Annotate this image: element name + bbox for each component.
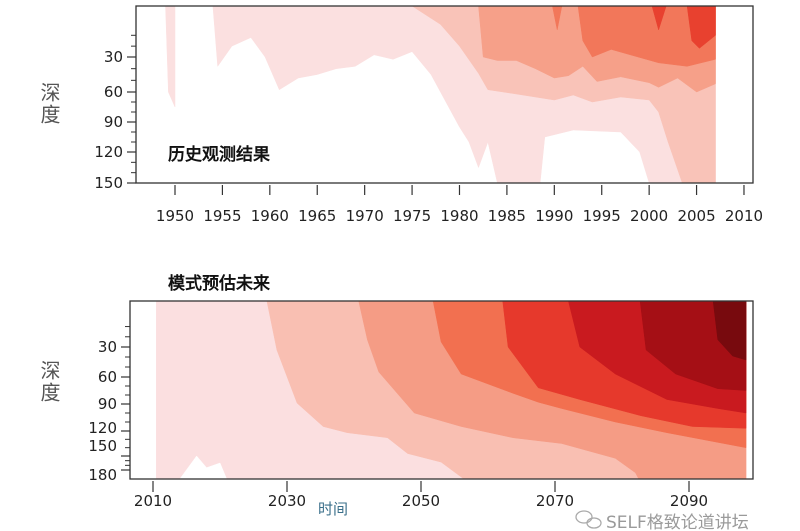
y-tick-label: 30 (98, 338, 117, 356)
historical-observation-plot: 30 60 90 120 150 1950 1955 1960 1965 1970 1975 1980… (94, 5, 763, 225)
x-tick-label: 1965 (298, 207, 336, 225)
x-tick-label: 1955 (203, 207, 241, 225)
x-tick-label: 2070 (536, 492, 574, 510)
x-tick-label: 1995 (583, 207, 621, 225)
x-tick-label: 1970 (346, 207, 384, 225)
x-tick-label: 1980 (440, 207, 478, 225)
x-tick-label: 2000 (630, 207, 668, 225)
x-tick-label: 1975 (393, 207, 431, 225)
y-tick-label: 60 (98, 368, 117, 386)
historical-plot-title: 历史观测结果 (168, 144, 270, 165)
y-tick-label: 30 (104, 48, 123, 66)
watermark-text: SELF格致论道讲坛 (606, 513, 749, 531)
watermark: SELF格致论道讲坛 (575, 510, 749, 531)
x-tick-label: 2050 (402, 492, 440, 510)
y-tick-label: 90 (98, 395, 117, 413)
x-tick-label: 1990 (535, 207, 573, 225)
y-tick-label: 120 (88, 419, 117, 437)
x-tick-label: 1960 (251, 207, 289, 225)
x-tick-label: 2090 (670, 492, 708, 510)
y-tick-label: 150 (88, 437, 117, 455)
x-tick-label: 2005 (677, 207, 715, 225)
contour-level-4 (552, 6, 563, 30)
x-tick-label: 1985 (488, 207, 526, 225)
x-tick-label: 2030 (268, 492, 306, 510)
contour-level-5 (686, 6, 716, 49)
projection-plot-title: 模式预估未来 (168, 273, 271, 294)
projection-x-axis-label: 时间 (318, 500, 348, 518)
contour-level-1 (165, 6, 176, 108)
historical-y-axis-label: 深度 (37, 82, 61, 126)
y-tick-label: 120 (94, 143, 123, 161)
contour-fills (156, 301, 747, 479)
y-tick-label: 180 (88, 466, 117, 484)
plot-frame (135, 5, 754, 184)
y-tick-label: 60 (104, 83, 123, 101)
wechat-icon (575, 510, 602, 529)
contour-level-8 (712, 301, 747, 361)
y-tick-label: 150 (94, 174, 123, 192)
contour-level-0 (179, 455, 227, 479)
x-tick-label: 2010 (134, 492, 172, 510)
contour-fills (165, 6, 716, 183)
contour-level-5 (651, 6, 667, 31)
plot-frame (129, 300, 754, 480)
projection-y-axis-label: 深度 (37, 360, 61, 404)
x-tick-label: 2010 (725, 207, 763, 225)
y-tick-label: 90 (104, 113, 123, 131)
x-tick-label: 1950 (156, 207, 194, 225)
